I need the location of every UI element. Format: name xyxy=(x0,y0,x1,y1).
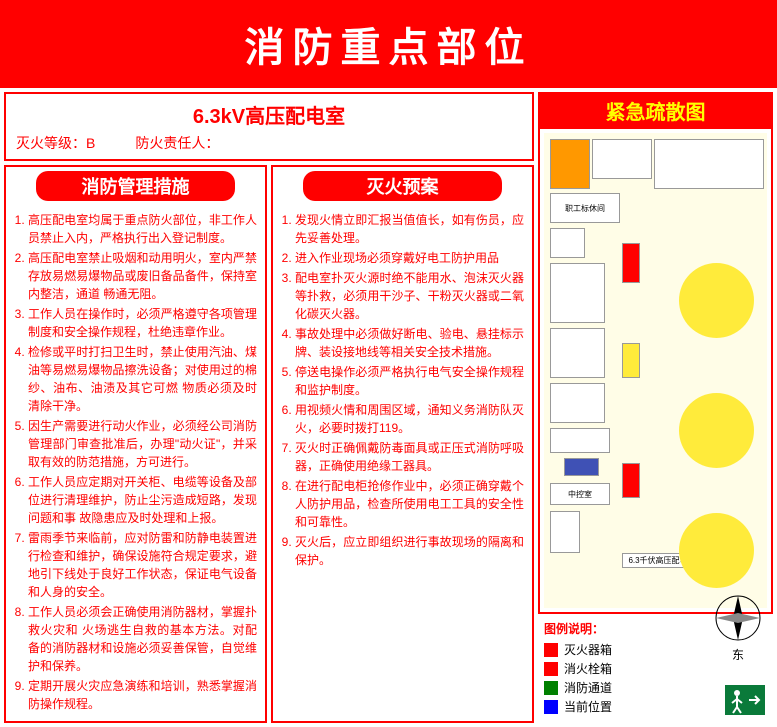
legend-label: 消防通道 xyxy=(564,679,612,696)
legend-label: 当前位置 xyxy=(564,698,612,715)
management-item: 高压配电室均属于重点防火部位，非工作人员禁止入内，严格执行出入登记制度。 xyxy=(28,211,257,247)
responsible-field: 防火责任人： xyxy=(135,133,219,153)
management-panel: 消防管理措施 高压配电室均属于重点防火部位，非工作人员禁止入内，严格执行出入登记… xyxy=(4,165,267,723)
legend-icon xyxy=(544,643,558,657)
plan-item: 灭火后，应立即组织进行事故现场的隔离和保护。 xyxy=(295,533,524,569)
compass-icon: 东 xyxy=(713,593,763,643)
plan-panel: 灭火预案 发现火情立即汇报当值值长，如有伤员，应先妥善处理。进入作业现场必须穿戴… xyxy=(271,165,534,723)
legend-label: 消火栓箱 xyxy=(564,660,612,677)
floor-room xyxy=(550,511,580,553)
floor-room xyxy=(550,228,585,258)
management-item: 工作人员在操作时，必须严格遵守各项管理制度和安全操作规程，杜绝违章作业。 xyxy=(28,305,257,341)
management-item: 雷雨季节来临前，应对防雷和防静电装置进行检查和维护，确保设施符合规定要求，避地引… xyxy=(28,529,257,601)
floor-room xyxy=(592,139,652,179)
floor-circle xyxy=(679,393,754,468)
management-item: 定期开展火灾应急演练和培训，熟悉掌握消防操作规程。 xyxy=(28,677,257,713)
plan-item: 进入作业现场必须穿戴好电工防护用品 xyxy=(295,249,524,267)
plan-title: 灭火预案 xyxy=(303,171,502,201)
legend-icon xyxy=(544,662,558,676)
floor-room xyxy=(564,458,599,476)
legend-icon xyxy=(544,700,558,714)
plan-item: 用视频火情和周围区域，通知义务消防队灭火，必要时拨打119。 xyxy=(295,401,524,437)
floor-room xyxy=(550,328,605,378)
floor-room xyxy=(550,383,605,423)
plan-item: 配电室扑灭火源时绝不能用水、泡沫灭火器等扑救，必须用干沙子、干粉灭火器或二氧化碳… xyxy=(295,269,524,323)
info-subtitle: 6.3kV高压配电室 xyxy=(16,100,522,129)
exit-sign-icon xyxy=(725,685,765,715)
legend-icon xyxy=(544,681,558,695)
floor-room: 中控室 xyxy=(550,483,610,505)
floor-circle xyxy=(679,513,754,588)
floor-room xyxy=(550,139,590,189)
plan-list: 发现火情立即汇报当值值长，如有伤员，应先妥善处理。进入作业现场必须穿戴好电工防护… xyxy=(281,211,524,569)
management-item: 因生产需要进行动火作业，必须经公司消防管理部门审查批准后，办理"动火证"，并采取… xyxy=(28,417,257,471)
legend-label: 灭火器箱 xyxy=(564,641,612,658)
floor-room xyxy=(622,463,640,498)
floor-room xyxy=(550,263,605,323)
plan-item: 灭火时正确佩戴防毒面具或正压式消防呼吸器，正确使用绝缘工器具。 xyxy=(295,439,524,475)
management-title: 消防管理措施 xyxy=(36,171,235,201)
plan-item: 发现火情立即汇报当值值长，如有伤员，应先妥善处理。 xyxy=(295,211,524,247)
plan-item: 在进行配电柜抢修作业中，必须正确穿戴个人防护用品，检查所使用电工工具的安全性和可… xyxy=(295,477,524,531)
management-item: 高压配电室禁止吸烟和动用明火，室内严禁存放易燃易爆物品或废旧备品备件，保持室内整… xyxy=(28,249,257,303)
plan-item: 事故处理中必须做好断电、验电、悬挂标示牌、装设接地线等相关安全技术措施。 xyxy=(295,325,524,361)
evac-title: 紧急疏散图 xyxy=(538,92,773,129)
floor-room: 职工标休间 xyxy=(550,193,620,223)
management-list: 高压配电室均属于重点防火部位，非工作人员禁止入内，严格执行出入登记制度。高压配电… xyxy=(14,211,257,713)
floor-room xyxy=(622,243,640,283)
floor-room xyxy=(550,428,610,453)
floor-circle xyxy=(679,263,754,338)
management-item: 工作人员必须会正确使用消防器材，掌握扑救火灾和 火场逃生自救的基本方法。对配备的… xyxy=(28,603,257,675)
legend-panel: 图例说明： 灭火器箱消火栓箱消防通道当前位置 东 xyxy=(538,614,773,723)
info-panel: 6.3kV高压配电室 灭火等级：B 防火责任人： xyxy=(4,92,534,161)
main-title: 消防重点部位 xyxy=(0,0,777,88)
management-item: 工作人员应定期对开关柜、电缆等设备及部位进行清理维护，防止尘污造成短路，发现问题… xyxy=(28,473,257,527)
plan-item: 停送电操作必须严格执行电气安全操作规程和监护制度。 xyxy=(295,363,524,399)
management-item: 检修或平时打扫卫生时，禁止使用汽油、煤油等易燃易爆物品擦洗设备；对使用过的棉纱、… xyxy=(28,343,257,415)
floor-room xyxy=(654,139,764,189)
evacuation-map: 职工标休间中控室6.3千伏高压配电室 xyxy=(538,129,773,614)
floor-room xyxy=(622,343,640,378)
grade-field: 灭火等级：B xyxy=(16,133,95,153)
